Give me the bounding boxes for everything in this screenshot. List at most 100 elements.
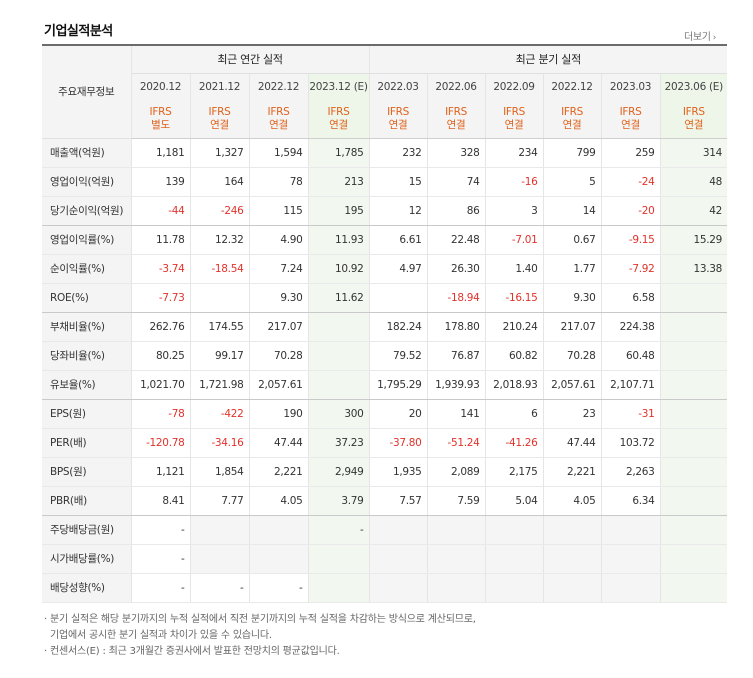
period-header: 2023.03 (600, 73, 661, 101)
value-cell: 6.58 (600, 283, 661, 313)
value-cell: 328 (426, 138, 486, 168)
value-cell: 42 (659, 196, 728, 226)
ifrs-label: IFRS (387, 106, 409, 119)
financial-table: 주요재무정보 최근 연간 실적 최근 분기 실적 2020.12 2021.12 2… (42, 44, 728, 603)
value-cell: -44 (130, 196, 191, 226)
value-cell: 2,018.93 (484, 370, 544, 400)
value-cell: -41.26 (484, 428, 544, 458)
row-label: 영업이익률(%) (42, 225, 132, 255)
row-label: 매출액(억원) (42, 138, 132, 168)
value-cell: 2,949 (307, 457, 370, 487)
value-cell: 9.30 (542, 283, 602, 313)
basis-label: 연결 (684, 119, 704, 132)
value-cell: 11.93 (307, 225, 370, 255)
row-label: 시가배당률(%) (42, 544, 132, 574)
row-label: 당기순이익(억원) (42, 196, 132, 226)
table-row: 영업이익(억원) 139 164 78 213 15 74 -16 5 -24 48 (42, 167, 728, 197)
period-header: 2022.09 (484, 73, 544, 101)
value-cell (426, 573, 486, 603)
row-label: 배당성향(%) (42, 573, 132, 603)
value-cell: 9.30 (248, 283, 309, 313)
value-cell: 37.23 (307, 428, 370, 458)
basis-label: 연결 (269, 119, 288, 132)
value-cell: 14 (542, 196, 602, 226)
row-label: 순이익률(%) (42, 254, 132, 284)
value-cell: 2,089 (426, 457, 486, 487)
value-cell: -34.16 (189, 428, 250, 458)
value-cell: 2,175 (484, 457, 544, 487)
value-cell: - (307, 515, 370, 545)
period-header: 2021.12 (189, 73, 250, 101)
basis-label: 연결 (210, 119, 229, 132)
value-cell: 1.40 (484, 254, 544, 284)
row-label: 부채비율(%) (42, 312, 132, 342)
value-cell: 217.07 (542, 312, 602, 342)
basis-header: IFRS 연결 (368, 101, 428, 139)
value-cell: 1,854 (189, 457, 250, 487)
value-cell: 5 (542, 167, 602, 197)
chevron-right-icon: › (712, 33, 717, 43)
value-cell: -120.78 (130, 428, 191, 458)
value-cell: 1,327 (189, 138, 250, 168)
value-cell: 10.92 (307, 254, 370, 284)
value-cell: 78 (248, 167, 309, 197)
basis-label: 별도 (151, 119, 170, 132)
period-header: 2022.03 (368, 73, 428, 101)
value-cell: -20 (600, 196, 661, 226)
row-label: EPS(원) (42, 399, 132, 429)
value-cell: 1,935 (368, 457, 428, 487)
value-cell (307, 544, 370, 574)
value-cell: 48 (659, 167, 728, 197)
value-cell: 74 (426, 167, 486, 197)
value-cell: 70.28 (248, 341, 309, 371)
value-cell: 139 (130, 167, 191, 197)
basis-label: 연결 (504, 119, 524, 132)
value-cell: 1,121 (130, 457, 191, 487)
value-cell: 60.82 (484, 341, 544, 371)
value-cell: 47.44 (542, 428, 602, 458)
value-cell (307, 370, 370, 400)
value-cell: 314 (659, 138, 728, 168)
value-cell: -9.15 (600, 225, 661, 255)
value-cell: 3.79 (307, 486, 370, 516)
value-cell: 174.55 (189, 312, 250, 342)
basis-header: IFRS 연결 (600, 101, 661, 139)
value-cell: 3 (484, 196, 544, 226)
value-cell: 262.76 (130, 312, 191, 342)
table-row: 순이익률(%) -3.74 -18.54 7.24 10.92 4.97 26.30 1.40… (42, 254, 728, 284)
more-link[interactable]: 더보기 › (684, 28, 716, 43)
value-cell (659, 428, 728, 458)
value-cell: -16.15 (484, 283, 544, 313)
value-cell: 1,021.70 (130, 370, 191, 400)
value-cell: -246 (189, 196, 250, 226)
value-cell: 8.41 (130, 486, 191, 516)
row-label: 유보율(%) (42, 370, 132, 400)
value-cell: 22.48 (426, 225, 486, 255)
value-cell: 1,721.98 (189, 370, 250, 400)
value-cell: 195 (307, 196, 370, 226)
table-row: 당기순이익(억원) -44 -246 115 195 12 86 3 14 -20 42 (42, 196, 728, 226)
basis-label: 연결 (329, 119, 348, 132)
value-cell (659, 312, 728, 342)
value-cell (307, 341, 370, 371)
basis-header: IFRS 연결 (659, 101, 728, 139)
row-label-header: 주요재무정보 (42, 45, 132, 139)
ifrs-label: IFRS (503, 106, 525, 119)
value-cell: 1,181 (130, 138, 191, 168)
value-cell: 5.04 (484, 486, 544, 516)
value-cell: 99.17 (189, 341, 250, 371)
table-row: 당좌비율(%) 80.25 99.17 70.28 79.52 76.87 60.82 70.… (42, 341, 728, 371)
value-cell: 76.87 (426, 341, 486, 371)
value-cell: 178.80 (426, 312, 486, 342)
value-cell (659, 544, 728, 574)
value-cell: - (130, 573, 191, 603)
value-cell (189, 544, 250, 574)
value-cell: 47.44 (248, 428, 309, 458)
value-cell (426, 544, 486, 574)
value-cell: 2,221 (248, 457, 309, 487)
value-cell: -78 (130, 399, 191, 429)
value-cell: 4.90 (248, 225, 309, 255)
table-row: 배당성향(%) - - - (42, 573, 728, 603)
basis-header: IFRS 별도 (131, 101, 191, 139)
value-cell (484, 573, 544, 603)
